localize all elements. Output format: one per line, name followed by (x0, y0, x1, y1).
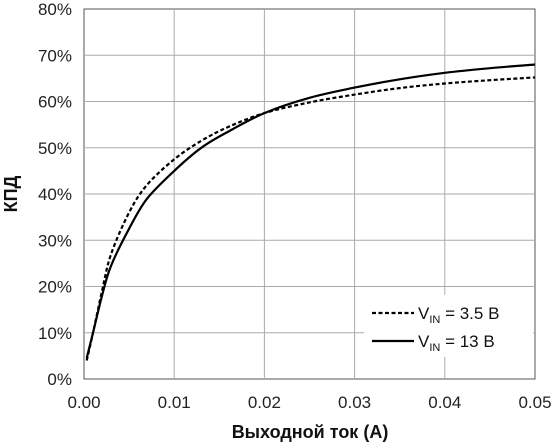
y-axis-title: КПД (1, 175, 21, 212)
y-tick-label: 60% (38, 93, 72, 112)
x-tick-label: 0.03 (338, 393, 371, 412)
y-tick-label: 30% (38, 231, 72, 250)
y-tick-label: 40% (38, 185, 72, 204)
y-tick-label: 10% (38, 324, 72, 343)
legend-label-series-2: VIN = 13 В (418, 332, 495, 354)
y-tick-label: 50% (38, 139, 72, 158)
y-tick-label: 80% (38, 0, 72, 19)
x-axis-title: Выходной ток (А) (232, 422, 389, 442)
y-tick-labels: 0% 10% 20% 30% 40% 50% 60% 70% 80% (38, 0, 72, 389)
x-tick-label: 0.04 (428, 393, 461, 412)
series-layer (85, 63, 536, 361)
x-tick-labels: 0.00 0.01 0.02 0.03 0.04 0.05 (67, 393, 551, 412)
y-tick-label: 0% (47, 370, 72, 389)
series-line-2 (85, 63, 536, 359)
legend-label-series-1: VIN = 3.5 В (418, 304, 499, 326)
y-tick-label: 20% (38, 278, 72, 297)
legend: VIN = 3.5 В VIN = 13 В (364, 295, 533, 357)
x-tick-label: 0.00 (67, 393, 100, 412)
legend-background (364, 295, 533, 357)
x-tick-label: 0.02 (248, 393, 281, 412)
x-tick-label: 0.01 (158, 393, 191, 412)
x-tick-label: 0.05 (518, 393, 551, 412)
y-tick-label: 70% (38, 46, 72, 65)
